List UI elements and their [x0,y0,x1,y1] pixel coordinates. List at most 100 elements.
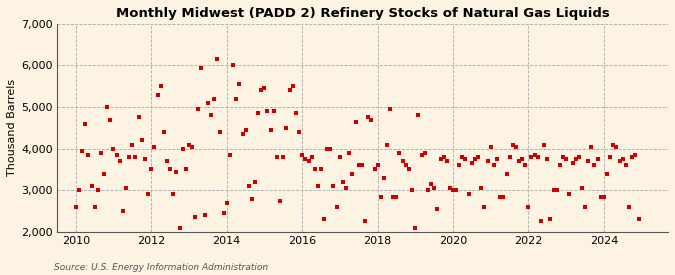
Point [595,194,606,199]
Y-axis label: Thousand Barrels: Thousand Barrels [7,79,17,177]
Point [221,200,232,205]
Point [429,186,439,190]
Point [567,161,578,166]
Point [601,171,612,176]
Point [608,142,619,147]
Point [485,144,496,149]
Point [259,86,270,90]
Point [410,226,421,230]
Point [227,63,238,68]
Point [573,155,584,159]
Point [375,194,386,199]
Point [592,157,603,161]
Point [177,147,188,151]
Title: Monthly Midwest (PADD 2) Refinery Stocks of Natural Gas Liquids: Monthly Midwest (PADD 2) Refinery Stocks… [115,7,610,20]
Point [454,163,465,167]
Point [102,105,113,109]
Point [334,155,345,159]
Point [483,159,493,163]
Point [271,155,282,159]
Point [83,153,94,157]
Point [184,142,194,147]
Point [426,182,437,186]
Point [237,132,248,136]
Point [300,157,310,161]
Point [438,155,449,159]
Point [492,157,503,161]
Point [611,144,622,149]
Point [130,155,141,159]
Point [148,144,159,149]
Point [470,157,481,161]
Point [435,157,446,161]
Point [288,84,298,89]
Point [476,186,487,190]
Point [121,186,132,190]
Point [180,167,191,172]
Point [388,194,399,199]
Point [297,153,308,157]
Point [514,159,524,163]
Point [80,122,90,126]
Point [413,113,424,118]
Point [416,153,427,157]
Point [614,159,625,163]
Point [347,171,358,176]
Point [215,130,225,134]
Point [350,119,361,124]
Point [495,194,506,199]
Point [362,115,373,120]
Point [331,205,342,209]
Point [583,159,593,163]
Point [167,192,178,197]
Point [322,147,333,151]
Point [158,130,169,134]
Point [275,199,286,203]
Point [256,88,267,93]
Point [89,205,100,209]
Point [353,163,364,167]
Point [278,155,289,159]
Point [153,92,163,97]
Point [400,163,411,167]
Point [224,153,235,157]
Point [554,163,565,167]
Point [510,144,521,149]
Point [136,138,147,142]
Point [599,194,610,199]
Point [535,219,546,224]
Point [190,215,200,219]
Point [234,82,244,86]
Point [432,207,443,211]
Point [108,147,119,151]
Point [523,205,534,209]
Point [303,159,314,163]
Point [419,151,430,155]
Point [624,205,634,209]
Point [290,111,301,116]
Point [448,188,458,192]
Point [356,163,367,167]
Point [284,88,295,93]
Point [381,142,392,147]
Point [325,147,336,151]
Point [464,192,475,197]
Point [306,155,317,159]
Point [589,163,600,167]
Point [105,117,116,122]
Point [620,163,631,167]
Point [134,115,144,120]
Point [379,176,389,180]
Point [466,161,477,166]
Point [338,180,348,184]
Point [542,157,553,161]
Point [205,113,216,118]
Point [533,155,543,159]
Point [246,196,257,201]
Point [504,155,515,159]
Point [252,111,263,116]
Point [586,144,597,149]
Point [548,188,559,192]
Point [564,192,574,197]
Point [265,128,276,132]
